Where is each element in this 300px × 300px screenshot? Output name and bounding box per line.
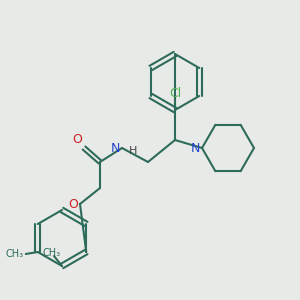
Text: CH₃: CH₃ [43,248,61,258]
Text: CH₃: CH₃ [6,249,24,259]
Text: O: O [72,133,82,146]
Text: Cl: Cl [169,87,181,100]
Text: H: H [129,146,137,156]
Text: N: N [190,142,200,154]
Text: N: N [111,142,120,154]
Text: O: O [68,199,78,212]
